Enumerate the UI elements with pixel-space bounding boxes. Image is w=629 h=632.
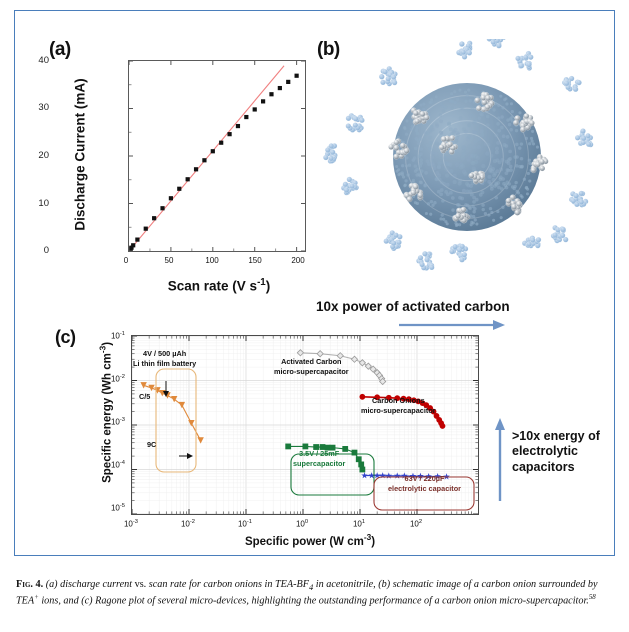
electrolytic-annotation: 63V / 220µF electrolytic capacitor — [388, 474, 461, 493]
ragone-xtick-4-exp: 0 — [304, 519, 309, 525]
ragone-xtick-2-exp: -2 — [189, 519, 196, 525]
ragone-series-group — [140, 349, 450, 480]
panel-a-xlabel-tail: ) — [265, 278, 271, 294]
panel-c: (c) 10-1 10-2 10-3 10-4 10-5 10-3 10-2 1… — [55, 327, 600, 552]
ragone-ylabel-text: Specific energy (Wh cm — [101, 353, 114, 483]
panel-a-xtick-150: 150 — [248, 256, 262, 265]
ragone-axis-ticks — [131, 335, 478, 515]
ragone-xtick-5-exp: 1 — [361, 519, 366, 525]
ragone-ytick-5: 10-5 — [110, 503, 125, 513]
panel-a-y-axis-label: Discharge Current (mA) — [72, 78, 88, 231]
ragone-xtick-3: 10-1 — [237, 519, 253, 529]
caption-subscript-4: 4 — [308, 582, 314, 593]
ragone-y-axis-label: Specific energy (Wh cm-3) — [99, 317, 114, 507]
caption-reference-number: 58 — [588, 594, 596, 602]
panel-a-xtick-100: 100 — [205, 256, 219, 265]
panel-a-inner-ticks — [129, 61, 305, 251]
panel-a-xtick-0: 0 — [123, 256, 129, 265]
ragone-ytick-2: 10-2 — [110, 374, 125, 384]
ragone-xtick-3-exp: -1 — [246, 519, 253, 525]
power-arrow-icon — [399, 320, 505, 330]
carbon-onions-line1: Carbon Onions — [371, 396, 425, 405]
energy-annotation-line1: >10x energy of — [512, 429, 600, 443]
panel-a-ytick-0: 0 — [43, 245, 49, 256]
panel-a-xtick-200: 200 — [291, 256, 305, 265]
ragone-gridlines — [131, 335, 478, 515]
ragone-ytick-2-exp: -2 — [119, 374, 125, 380]
panel-c-letter: (c) — [55, 327, 76, 347]
ragone-x-axis-label: Specific power (W cm-3) — [195, 533, 425, 548]
supercapacitor-annotation: 3.5V / 25mF supercapacitor — [293, 449, 345, 468]
supercapacitor-line2: supercapacitor — [293, 458, 346, 468]
ragone-xlabel-exponent: -3 — [363, 533, 372, 542]
activated-carbon-line1: Activated Carbon — [281, 357, 342, 366]
panel-a-ytick-40: 40 — [38, 55, 49, 66]
ragone-xtick-2: 10-2 — [180, 519, 196, 529]
panel-a-ytick-10: 10 — [38, 198, 49, 209]
ragone-plot-svg — [131, 335, 478, 515]
battery-rate-slow-label: C/5 — [139, 392, 151, 401]
carbon-onions-line2: micro-supercapacitor — [361, 405, 436, 415]
ragone-xtick-1: 10-3 — [123, 519, 139, 529]
caption-part-4: ions, and (c) Ragone plot of several mic… — [38, 595, 589, 607]
caption-superscript-plus: + — [34, 594, 39, 602]
carbon-onions-annotation: Carbon Onions micro-supercapacitor — [361, 396, 436, 415]
panel-a-letter: (a) — [49, 39, 71, 60]
panel-a-ytick-20: 20 — [38, 150, 49, 161]
energy-annotation-line3: capacitors — [512, 459, 575, 474]
ragone-ylabel-exponent: -3 — [98, 345, 108, 354]
ragone-ytick-4: 10-4 — [110, 460, 125, 470]
ragone-xtick-4: 100 — [295, 519, 309, 529]
energy-annotation-line2: electrolytic — [512, 444, 579, 459]
figure-frame: (a) 40 30 20 10 0 0 50 100 150 200 Scan … — [14, 10, 615, 556]
carbon-onion-schematic — [322, 39, 594, 271]
battery-annotation-line2: Li thin film battery — [133, 358, 197, 368]
caption-part-2: scan rate for carbon onions in TEA-BF — [146, 579, 309, 590]
ragone-plot-area — [131, 335, 479, 515]
ragone-xtick-1-exp: -3 — [132, 519, 139, 525]
ragone-xlabel-tail: ) — [371, 535, 376, 548]
power-annotation: 10x power of activated carbon — [316, 299, 510, 314]
caption-figure-number: Fig. 4. — [16, 579, 44, 590]
ragone-ylabel-tail: ) — [101, 341, 114, 346]
panel-a-plot-area — [128, 60, 306, 252]
panel-a-ytick-30: 30 — [38, 102, 49, 113]
caption-part-1: (a) discharge current — [43, 579, 135, 590]
ragone-ytick-1-exp: -1 — [119, 331, 125, 337]
caption-part-3: in acetonitrile, (b) schematic image of … — [16, 579, 598, 607]
ragone-ytick-3: 10-3 — [110, 417, 125, 427]
panel-a-svg — [129, 61, 305, 251]
ragone-ytick-1: 10-1 — [110, 331, 125, 341]
energy-annotation: >10x energy of electrolytic capacitors — [512, 429, 600, 475]
panel-a-x-axis-label: Scan rate (V s-1) — [109, 277, 329, 294]
electrolytic-line2: electrolytic capacitor — [388, 483, 462, 493]
energy-arrow-icon — [495, 418, 505, 501]
activated-carbon-line2: micro-supercapacitor — [274, 366, 349, 376]
discharge-current-markers — [129, 73, 299, 251]
ragone-xtick-6: 102 — [409, 519, 423, 529]
supercapacitor-line1: 3.5V / 25mF — [299, 449, 340, 458]
panel-a-xtick-50: 50 — [164, 256, 174, 265]
ragone-xlabel-text: Specific power (W cm — [244, 535, 364, 548]
panel-a-xlabel-text: Scan rate (V s — [167, 278, 258, 294]
tea-ion-clusters — [322, 39, 594, 271]
battery-annotation: 4V / 500 µAh Li thin film battery — [133, 349, 196, 368]
caption-vs: vs. — [134, 579, 147, 590]
ragone-ytick-4-exp: -4 — [119, 460, 125, 466]
electrolytic-line1: 63V / 220µF — [404, 474, 445, 483]
panel-a-xlabel-exponent: -1 — [257, 277, 266, 288]
panel-b: (b) — [315, 39, 615, 287]
panel-a: (a) 40 30 20 10 0 0 50 100 150 200 Scan … — [38, 39, 311, 294]
ragone-annotation-boxes — [155, 368, 475, 511]
panel-b-letter: (b) — [317, 39, 340, 60]
activated-carbon-annotation: Activated Carbon micro-supercapacitor — [274, 357, 349, 376]
battery-rate-fast-label: 9C — [147, 440, 157, 449]
ragone-xtick-5: 101 — [352, 519, 366, 529]
ragone-xtick-6-exp: 2 — [418, 519, 423, 525]
ragone-ytick-5-exp: -5 — [119, 503, 125, 509]
ragone-ytick-3-exp: -3 — [119, 417, 125, 423]
figure-caption: Fig. 4. (a) discharge current vs. scan r… — [16, 578, 616, 610]
battery-annotation-line1: 4V / 500 µAh — [143, 349, 187, 358]
